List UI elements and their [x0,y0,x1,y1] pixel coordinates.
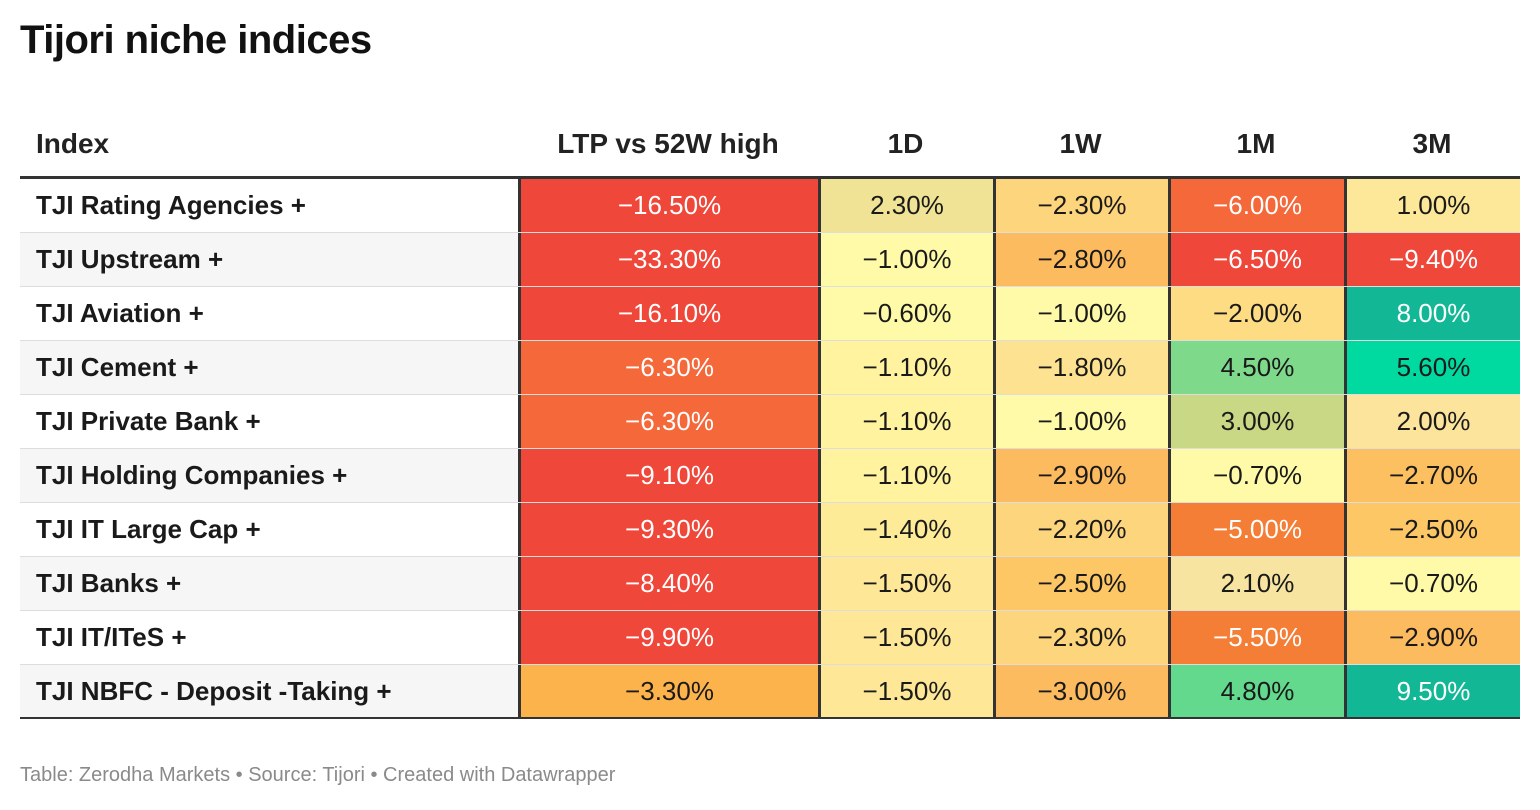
value-cell: −6.00% [1168,179,1344,232]
column-header[interactable]: 1W [1059,128,1102,159]
value-cell: −2.70% [1344,449,1520,502]
value-cell: 2.10% [1168,557,1344,610]
value-cell: −2.90% [993,449,1168,502]
value-cell: −5.00% [1168,503,1344,556]
chart-title: Tijori niche indices [20,18,372,62]
index-name: TJI Rating Agencies + [20,179,518,232]
value-cell: −9.90% [518,611,818,664]
column-header[interactable]: 3M [1412,128,1452,159]
value-cell: −1.00% [818,233,993,286]
value-cell: −1.50% [818,557,993,610]
value-cell: −2.20% [993,503,1168,556]
value-cell: −5.50% [1168,611,1344,664]
table-body: TJI Rating Agencies + −16.50% 2.30% −2.30% −… [20,179,1520,719]
table-row: TJI Banks + −8.40% −1.50% −2.50% 2.10% −0.70% [20,557,1520,611]
index-name: TJI Aviation + [20,287,518,340]
value-cell: −2.00% [1168,287,1344,340]
value-cell: −16.10% [518,287,818,340]
value-cell: −8.40% [518,557,818,610]
column-header[interactable]: 1D [887,128,924,159]
value-cell: −0.60% [818,287,993,340]
value-cell: 4.50% [1168,341,1344,394]
value-cell: −9.30% [518,503,818,556]
table-row: TJI Private Bank + −6.30% −1.10% −1.00% 3.00… [20,395,1520,449]
value-cell: −0.70% [1344,557,1520,610]
table-row: TJI IT/ITeS + −9.90% −1.50% −2.30% −5.50% −2.… [20,611,1520,665]
table-header: Index LTP vs 52W high 1D 1W 1M 3M [20,112,1520,179]
footer-credits: Table: Zerodha Markets • Source: Tijori … [20,764,616,786]
value-cell: −1.80% [993,341,1168,394]
index-name: TJI NBFC - Deposit -Taking + [20,665,518,717]
table-row: TJI Holding Companies + −9.10% −1.10% −2.90… [20,449,1520,503]
value-cell: −2.50% [1344,503,1520,556]
value-cell: 4.80% [1168,665,1344,717]
column-header[interactable]: Index [36,128,110,159]
value-cell: −1.00% [993,395,1168,448]
index-name: TJI IT Large Cap + [20,503,518,556]
value-cell: −1.50% [818,611,993,664]
value-cell: 2.30% [818,179,993,232]
value-cell: 8.00% [1344,287,1520,340]
data-table: Index LTP vs 52W high 1D 1W 1M 3M TJI Rating … [20,112,1520,719]
value-cell: 1.00% [1344,179,1520,232]
value-cell: −1.50% [818,665,993,717]
value-cell: −1.40% [818,503,993,556]
value-cell: −6.30% [518,395,818,448]
value-cell: 5.60% [1344,341,1520,394]
value-cell: −1.00% [993,287,1168,340]
value-cell: −6.30% [518,341,818,394]
table-row: TJI IT Large Cap + −9.30% −1.40% −2.20% −5.0… [20,503,1520,557]
table-row: TJI Aviation + −16.10% −0.60% −1.00% −2.00% 8… [20,287,1520,341]
value-cell: −2.30% [993,611,1168,664]
table-row: TJI Rating Agencies + −16.50% 2.30% −2.30% −… [20,179,1520,233]
value-cell: −1.10% [818,395,993,448]
value-cell: −3.30% [518,665,818,717]
value-cell: −1.10% [818,449,993,502]
value-cell: −3.00% [993,665,1168,717]
index-name: TJI Banks + [20,557,518,610]
value-cell: −2.80% [993,233,1168,286]
value-cell: −1.10% [818,341,993,394]
value-cell: −2.90% [1344,611,1520,664]
value-cell: −0.70% [1168,449,1344,502]
index-name: TJI Holding Companies + [20,449,518,502]
table-row: TJI Upstream + −33.30% −1.00% −2.80% −6.50% −… [20,233,1520,287]
value-cell: −9.40% [1344,233,1520,286]
column-header[interactable]: LTP vs 52W high [557,128,779,159]
value-cell: −9.10% [518,449,818,502]
index-name: TJI Cement + [20,341,518,394]
index-name: TJI Private Bank + [20,395,518,448]
value-cell: −16.50% [518,179,818,232]
value-cell: 3.00% [1168,395,1344,448]
index-name: TJI IT/ITeS + [20,611,518,664]
value-cell: 2.00% [1344,395,1520,448]
value-cell: −6.50% [1168,233,1344,286]
index-name: TJI Upstream + [20,233,518,286]
value-cell: −2.30% [993,179,1168,232]
table-row: TJI Cement + −6.30% −1.10% −1.80% 4.50% 5.60% [20,341,1520,395]
column-header[interactable]: 1M [1236,128,1276,159]
value-cell: −33.30% [518,233,818,286]
table-row: TJI NBFC - Deposit -Taking + −3.30% −1.50%… [20,665,1520,719]
value-cell: 9.50% [1344,665,1520,717]
value-cell: −2.50% [993,557,1168,610]
